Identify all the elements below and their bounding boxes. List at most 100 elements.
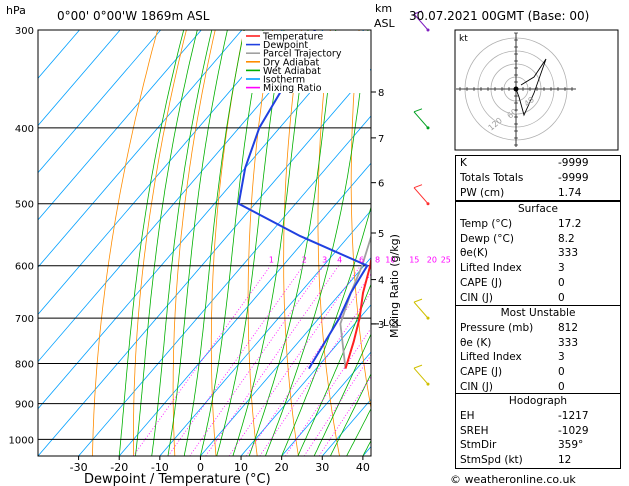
hodograph-storm-marker — [513, 86, 519, 92]
mu-label: CIN (J) — [460, 380, 493, 393]
hodo-row: SREH -1029 — [456, 424, 620, 439]
mu-label: Lifted Index — [460, 351, 522, 364]
mu-label: θe (K) — [460, 336, 492, 349]
mu-label: Pressure (mb) — [460, 321, 534, 334]
wet-adiabat-line — [135, 30, 198, 456]
pressure-tick-label: 300 — [15, 26, 34, 37]
temperature-tick-label: 0 — [197, 461, 204, 474]
wet-adiabat-line — [313, 333, 371, 456]
wind-barb-staff — [413, 111, 429, 129]
hodo-value: 12 — [558, 454, 572, 467]
legend-label: Temperature — [262, 32, 323, 43]
index-value: -9999 — [558, 171, 589, 184]
surface-value: 3 — [558, 262, 565, 275]
surface-label: Temp (°C) — [460, 217, 513, 230]
km-tick-label: 8 — [378, 88, 384, 99]
surface-label: Lifted Index — [460, 262, 522, 275]
km-tick-label: 6 — [378, 179, 384, 190]
mixing-ratio-line — [189, 265, 325, 456]
hodograph-table-title: Hodograph — [508, 395, 568, 407]
wet-adiabat-line — [183, 30, 245, 456]
index-label: K — [460, 157, 467, 169]
mixing-ratio-tick-label: 2 — [302, 256, 307, 265]
isotherm-line — [38, 30, 162, 174]
wind-barb-staff — [413, 301, 429, 319]
surface-label: CAPE (J) — [460, 276, 503, 289]
wind-barb-flag — [413, 184, 423, 189]
hodo-row: StmDir 359° — [456, 438, 620, 453]
mu-row: Lifted Index 3 — [456, 350, 620, 365]
mixing-ratio-labels: 1 2 3 4 6 8 10 15 20 25 — [269, 256, 451, 265]
mixing-ratio-line — [318, 376, 371, 456]
surface-label: θe(K) — [460, 247, 488, 260]
temperature-tick-label: 10 — [234, 461, 248, 474]
mixing-ratio-tick-label: 1 — [269, 256, 274, 265]
dry-adiabat-line — [210, 30, 245, 456]
surface-title: Surface — [517, 203, 558, 215]
temperature-tick-label: 40 — [356, 461, 370, 474]
surface-panel: Surface Temp (°C) 17.2 Dewp (°C) 8.2 θe(K)… — [455, 201, 621, 307]
x-axis-title: Dewpoint / Temperature (°C) — [84, 472, 271, 486]
isotherm-line — [38, 30, 243, 268]
profile-lines — [237, 30, 371, 370]
parcel-trajectory-line — [339, 233, 371, 369]
wet-adiabat-line — [167, 30, 228, 456]
surface-value: 8.2 — [558, 232, 575, 245]
temperature-tick-label: -20 — [110, 461, 128, 474]
mixing-ratio-line — [205, 265, 340, 456]
wet-adiabat-line — [118, 30, 185, 456]
most-unstable-title: Most Unstable — [500, 307, 576, 319]
temperature-tick-label: 30 — [315, 461, 329, 474]
isotherm-line — [240, 304, 371, 456]
wind-barb-base — [426, 202, 430, 206]
location-label: 0°00' 0°00'W 1869m ASL — [57, 9, 210, 23]
hodograph-frame — [454, 29, 619, 151]
wind-barb-flag — [413, 108, 423, 113]
hodograph-table-panel: Hodograph EH -1217 SREH -1029 StmDir 359° S… — [455, 393, 621, 469]
hodo-value: 359° — [558, 439, 584, 452]
surface-label: CIN (J) — [460, 291, 493, 304]
surface-row: Temp (°C) 17.2 — [456, 217, 620, 232]
km-tick-label: 4 — [378, 276, 384, 287]
isotherm-line — [118, 162, 371, 456]
isotherm-line — [38, 30, 283, 315]
datetime-label: 30.07.2021 00GMT (Base: 00) — [409, 9, 589, 23]
mu-row: CAPE (J) 0 — [456, 365, 620, 380]
index-value: 1.74 — [558, 186, 582, 199]
isotherm-line — [38, 30, 121, 127]
hodo-value: -1029 — [558, 424, 589, 437]
wind-barb-flag — [413, 298, 423, 303]
index-row-pw: PW (cm) 1.74 — [456, 186, 620, 201]
wind-barb-flag — [413, 364, 423, 369]
hodograph-trace — [515, 58, 547, 117]
asl-unit-label: ASL — [374, 17, 396, 30]
surface-value: 0 — [558, 291, 565, 304]
wet-adiabat-line — [330, 373, 371, 456]
mixing-ratio-tick-label: 25 — [441, 256, 451, 265]
index-label: PW (cm) — [460, 186, 505, 199]
temperature-line — [344, 255, 371, 369]
mixing-ratio-tick-label: 20 — [427, 256, 437, 265]
hodo-label: StmSpd (kt) — [460, 454, 523, 467]
isotherm-line — [200, 257, 371, 456]
wet-adiabat-line — [265, 30, 369, 456]
mixing-ratio-line — [303, 354, 371, 456]
wind-barb-flag — [413, 10, 423, 15]
wind-barb-base — [426, 126, 430, 130]
footer-copyright: © weatheronline.co.uk — [450, 473, 576, 486]
dry-adiabat-line — [92, 30, 158, 456]
dry-adiabat-line — [283, 30, 302, 456]
pressure-tick-label: 600 — [15, 262, 34, 273]
wind-barb-staff — [413, 187, 429, 205]
hodo-value: -1217 — [558, 409, 589, 422]
surface-row: Dewp (°C) 8.2 — [456, 232, 620, 247]
pressure-tick-label: 400 — [15, 124, 34, 135]
mixing-ratio-line — [228, 265, 361, 456]
wet-adiabat-line — [346, 407, 371, 456]
mu-value: 0 — [558, 380, 565, 393]
mu-value: 812 — [558, 321, 579, 334]
wet-adiabat-line — [297, 283, 371, 456]
